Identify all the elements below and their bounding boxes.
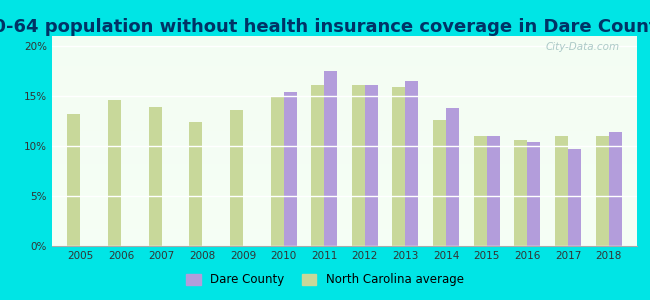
Bar — [108, 100, 121, 246]
Bar — [68, 114, 81, 246]
Bar — [487, 136, 500, 246]
Bar — [311, 85, 324, 246]
Bar — [406, 81, 419, 246]
Bar — [527, 142, 540, 246]
Bar — [514, 140, 527, 246]
Text: City-Data.com: City-Data.com — [545, 42, 619, 52]
Legend: Dare County, North Carolina average: Dare County, North Carolina average — [182, 269, 468, 291]
Bar — [608, 132, 621, 246]
Bar — [393, 87, 406, 246]
Bar — [568, 149, 581, 246]
Text: 50-64 population without health insurance coverage in Dare County: 50-64 population without health insuranc… — [0, 18, 650, 36]
Bar — [365, 85, 378, 246]
Bar — [283, 92, 296, 246]
Bar — [324, 71, 337, 246]
Bar — [555, 136, 568, 246]
Bar — [352, 85, 365, 246]
Bar — [474, 136, 487, 246]
Bar — [189, 122, 202, 246]
Bar — [270, 96, 283, 246]
Bar — [595, 136, 608, 246]
Bar — [149, 107, 162, 246]
Bar — [433, 120, 446, 246]
Bar — [230, 110, 243, 246]
Bar — [446, 108, 459, 246]
